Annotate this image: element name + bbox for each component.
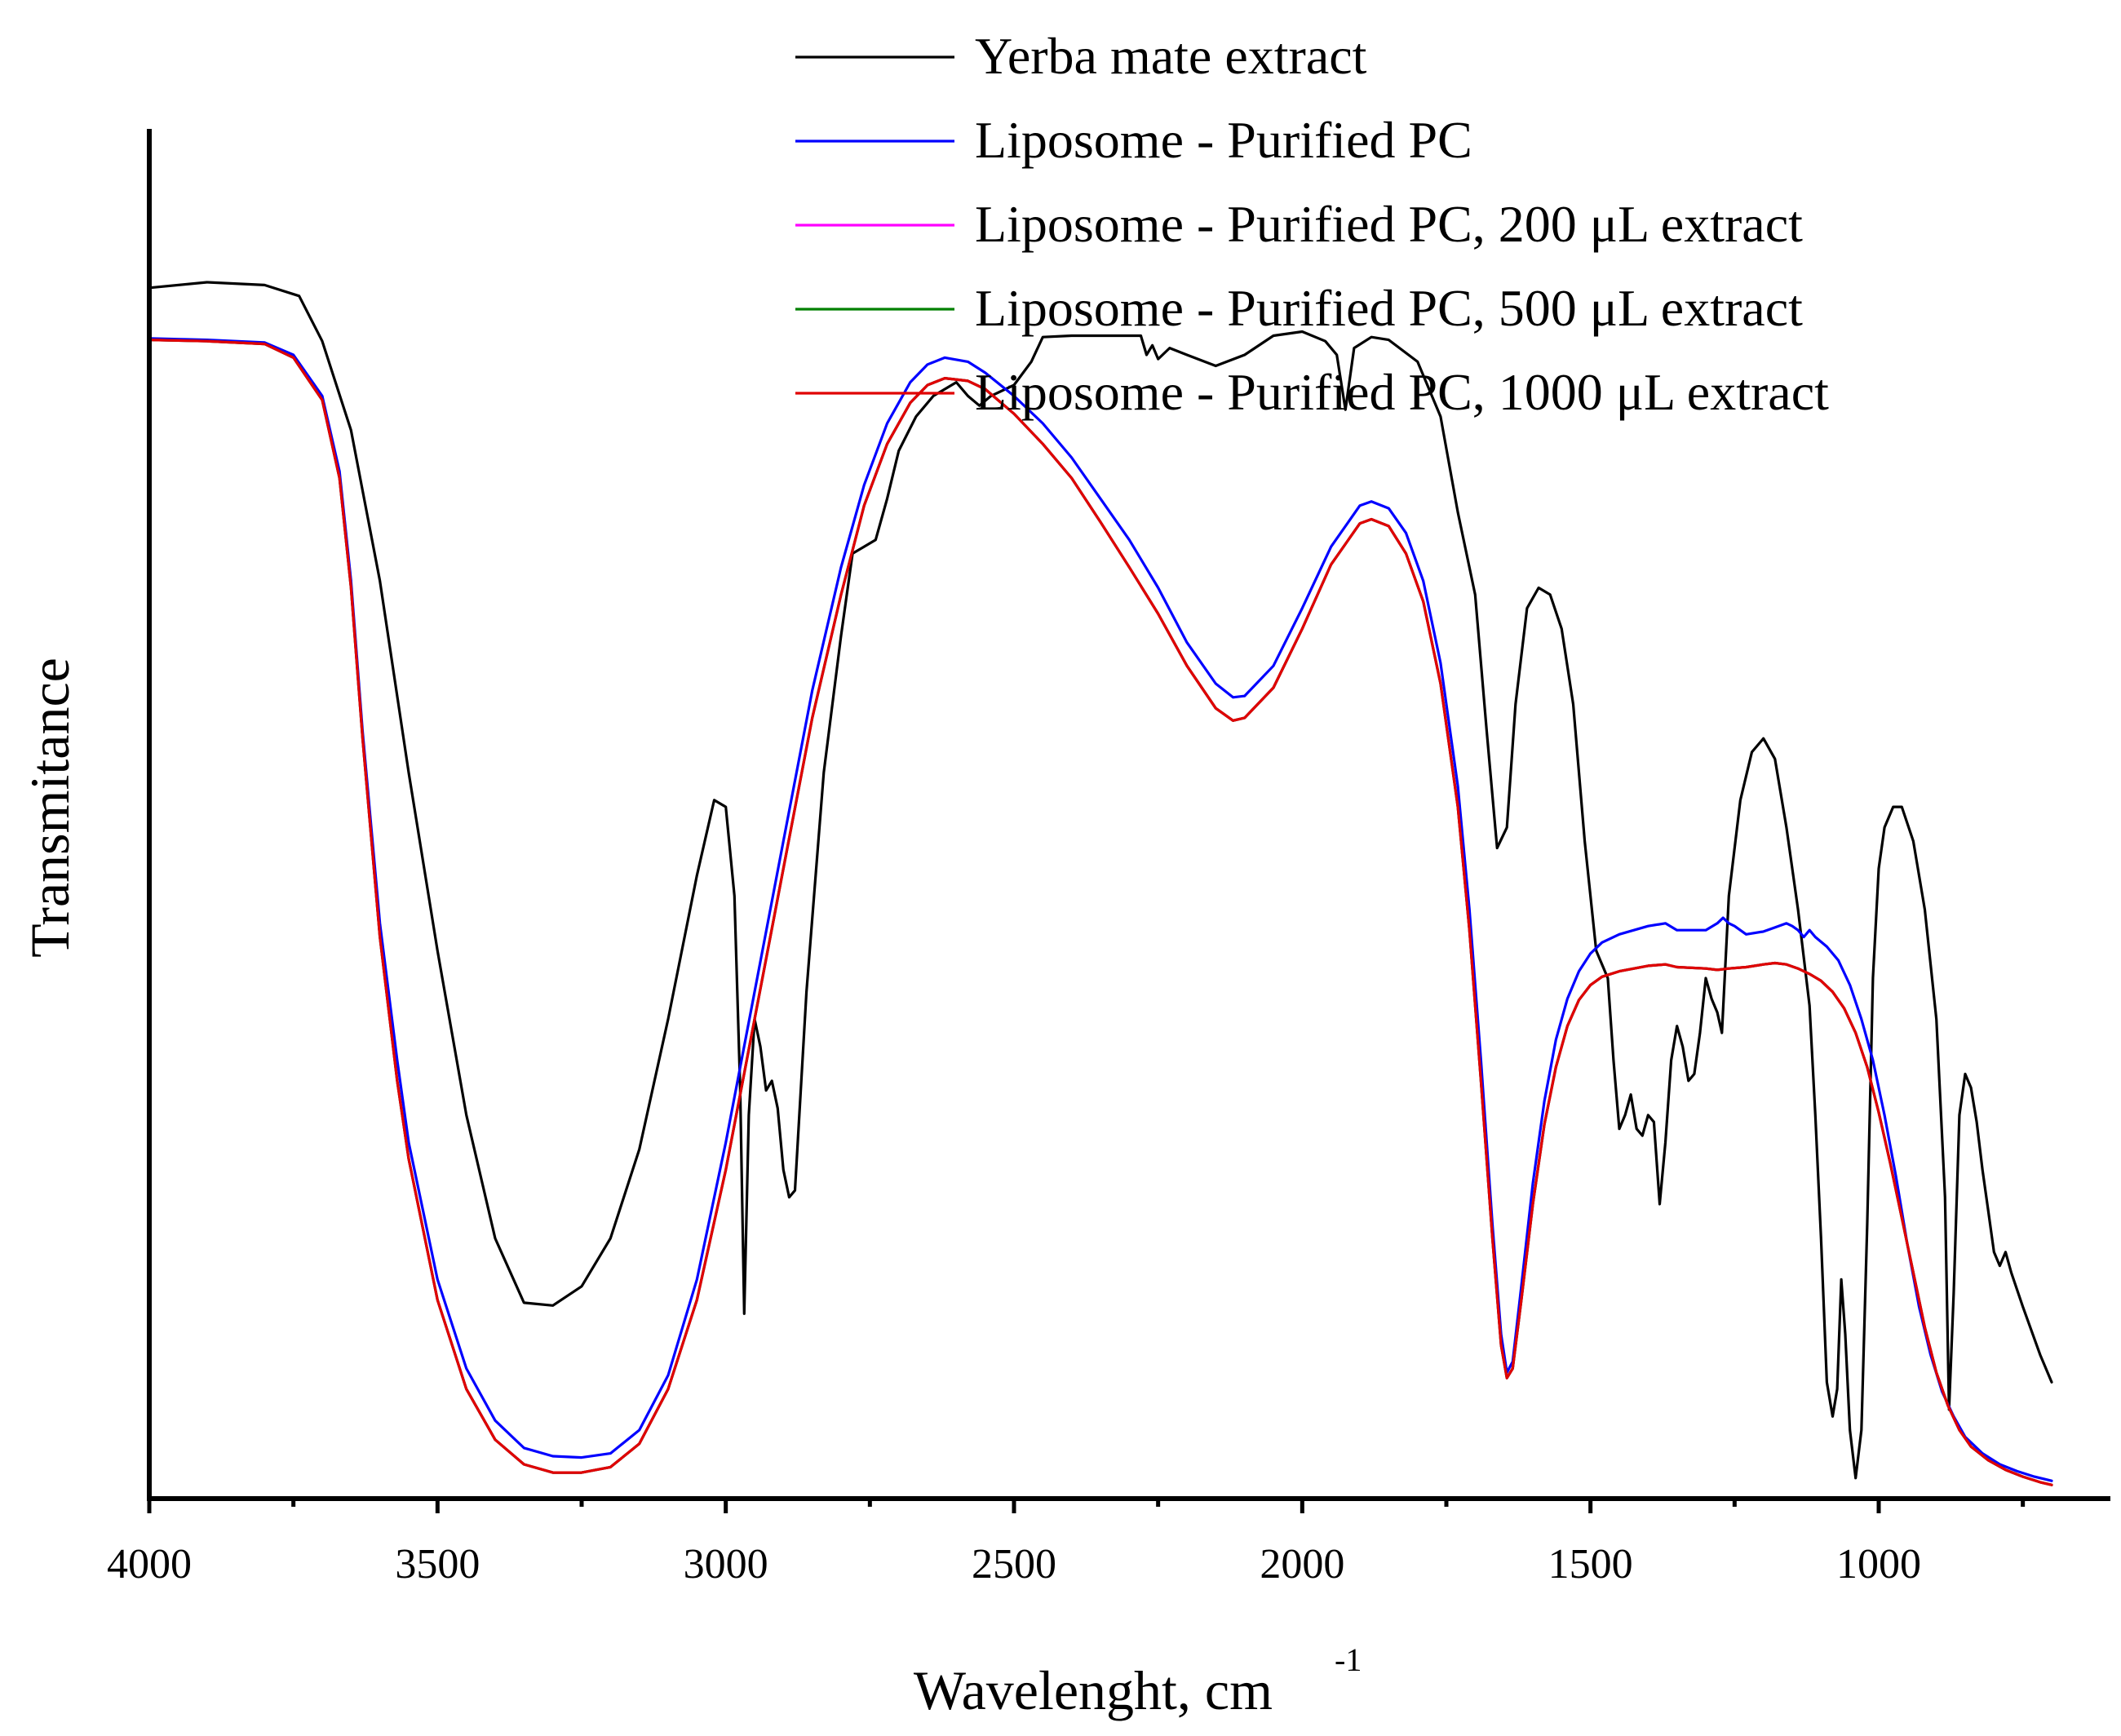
x-tick-label: 2500 <box>972 1541 1056 1588</box>
series-line-4 <box>148 339 2053 1486</box>
x-tick-label: 1500 <box>1548 1541 1633 1588</box>
x-axis-title-superscript: -1 <box>1335 1641 1362 1678</box>
legend-label-4: Liposome - Purified PC, 500 μL extract <box>975 279 1803 337</box>
series-layer <box>148 281 2053 1486</box>
x-axis-title: Wavelenght, cm <box>914 1659 1273 1721</box>
series-line-5 <box>148 339 2053 1486</box>
x-tick-label: 3500 <box>395 1541 480 1588</box>
x-tick-label: 4000 <box>107 1541 192 1588</box>
x-tick-label: 3000 <box>684 1541 768 1588</box>
legend-label-3: Liposome - Purified PC, 200 μL extract <box>975 195 1803 253</box>
series-line-3 <box>148 339 2053 1486</box>
series-line-2 <box>148 337 2053 1482</box>
legend-label-5: Liposome - Purified PC, 1000 μL extract <box>975 363 1829 421</box>
legend-label-1: Yerba mate extract <box>975 27 1367 85</box>
series-line-1 <box>148 281 2053 1480</box>
y-axis-title: Transmitance <box>19 658 81 958</box>
x-tick-label: 2000 <box>1260 1541 1344 1588</box>
legend: Yerba mate extract Liposome - Purified PC… <box>795 27 1829 421</box>
x-tick-label: 1000 <box>1836 1541 1921 1588</box>
legend-label-2: Liposome - Purified PC <box>975 111 1472 169</box>
x-tick-layer: 4000 3500 3000 2500 2000 1500 1000 <box>107 1499 2026 1588</box>
